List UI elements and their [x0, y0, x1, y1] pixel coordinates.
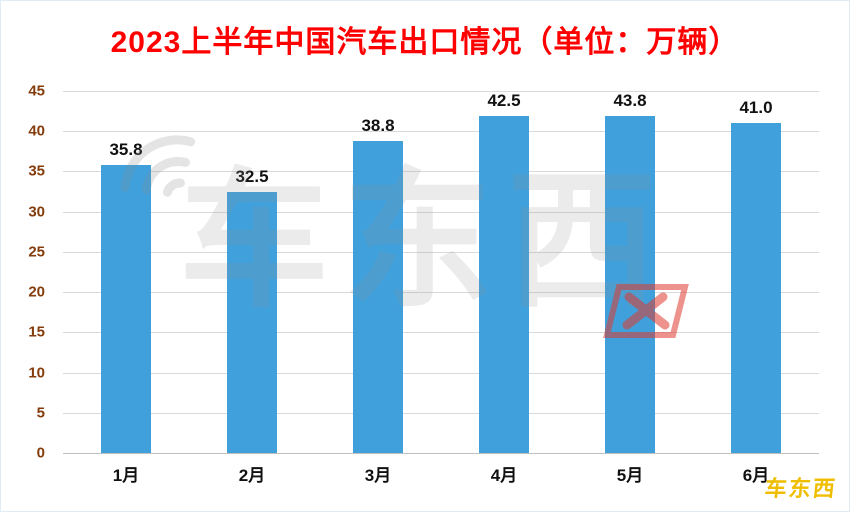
bar: [605, 116, 655, 453]
gridline: [63, 171, 819, 173]
y-tick-label: 45: [28, 82, 45, 100]
bar: [101, 165, 151, 453]
bar: [227, 191, 277, 453]
gridline: [63, 453, 819, 454]
gridline: [63, 332, 819, 334]
bar-group: 38.8: [315, 91, 441, 453]
chart-title: 2023上半年中国汽车出口情况（单位：万辆）: [110, 26, 740, 59]
gridline: [63, 211, 819, 213]
gridline: [63, 372, 819, 374]
bar: [479, 116, 529, 453]
y-tick-label: 0: [36, 444, 45, 462]
bar-group: 32.5: [189, 91, 315, 453]
y-tick-label: 20: [28, 283, 45, 301]
plot-container: 0 5 10 15 20 25 30 35 40 45 35.8 32.5 38.8 42.5 43.8 4…: [28, 83, 819, 485]
bar-group: 35.8: [63, 91, 189, 453]
bar-value-label: 41.0: [739, 98, 773, 118]
y-tick-label: 10: [28, 364, 45, 382]
gridline: [63, 251, 819, 253]
plot-area: 35.8 32.5 38.8 42.5 43.8 41.0: [63, 91, 819, 453]
y-tick-label: 35: [28, 162, 45, 180]
x-tick-label: 5月: [616, 465, 644, 485]
bar-value-label: 32.5: [235, 166, 269, 186]
bar-value-label: 35.8: [109, 140, 143, 160]
bar: [353, 140, 403, 453]
y-axis: 0 5 10 15 20 25 30 35 40 45: [5, 83, 55, 462]
x-tick-label: 1月: [112, 465, 140, 485]
bar-value-label: 38.8: [361, 115, 395, 135]
x-axis: 1月 2月 3月 4月 5月 6月: [63, 453, 819, 493]
x-tick-label: 6月: [742, 465, 770, 485]
x-tick-label: 4月: [490, 465, 518, 485]
bar-group: 42.5: [441, 91, 567, 453]
x-tick-label: 2月: [238, 465, 266, 485]
bar: [731, 123, 781, 453]
bar-value-label: 42.5: [487, 91, 521, 110]
gridline: [63, 131, 819, 133]
y-tick-label: 15: [28, 323, 45, 341]
bar-value-label: 43.8: [613, 91, 647, 110]
grid-layer: [63, 91, 819, 454]
gridline: [63, 412, 819, 414]
bar-group: 41.0: [693, 91, 819, 453]
y-tick-label: 25: [28, 243, 45, 261]
bar-group: 43.8: [567, 91, 693, 453]
x-tick-label: 3月: [364, 465, 392, 485]
y-tick-label: 40: [28, 122, 45, 140]
gridline: [63, 292, 819, 294]
y-tick-label: 30: [28, 203, 45, 221]
y-tick-label: 5: [36, 404, 45, 422]
gridline: [63, 91, 819, 92]
